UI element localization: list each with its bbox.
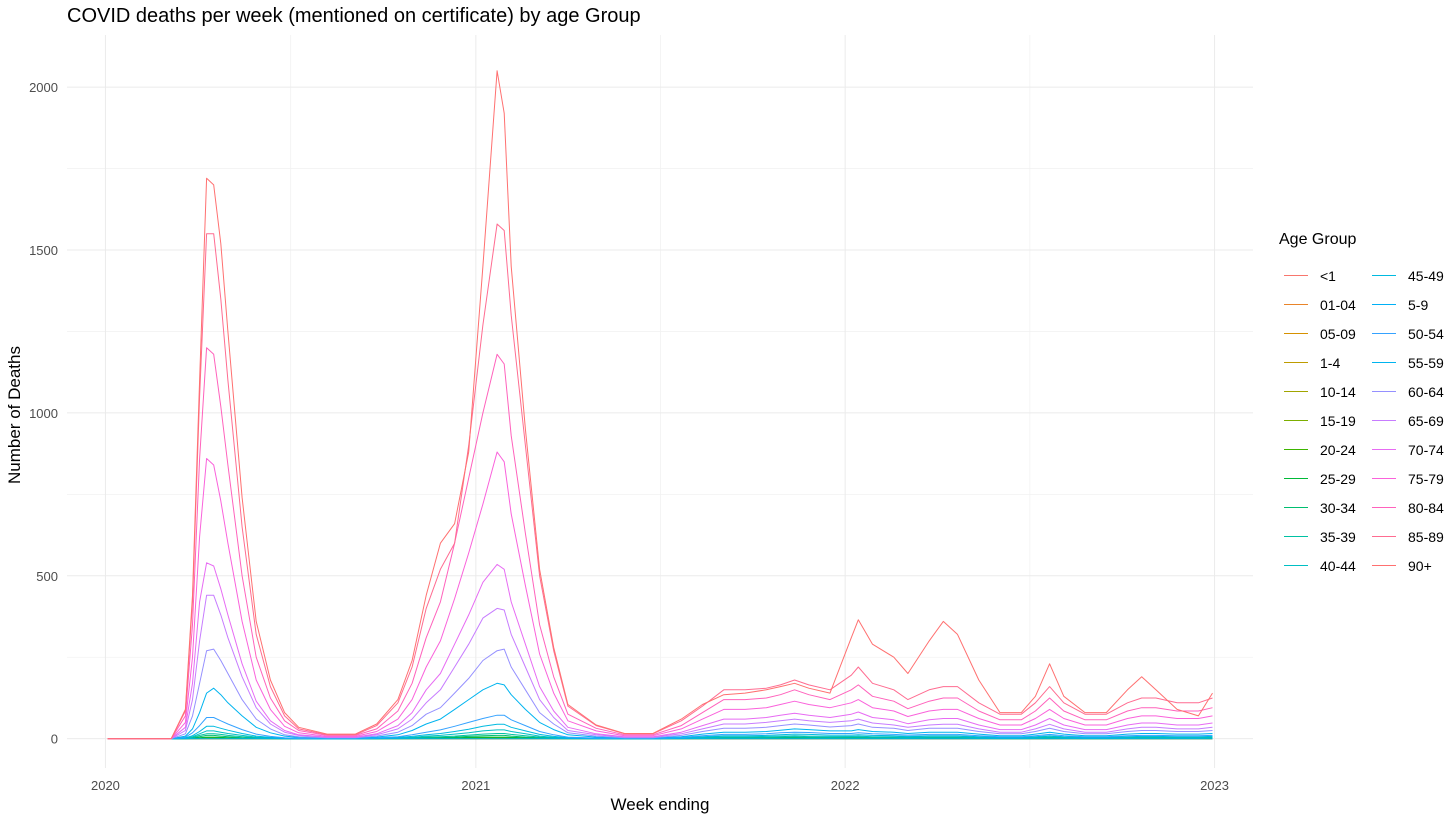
- y-axis-title: Number of Deaths: [5, 346, 24, 484]
- y-tick-label: 0: [51, 732, 58, 747]
- legend-label: 90+: [1408, 557, 1432, 574]
- legend-label: 20-24: [1320, 441, 1356, 458]
- legend-label: 10-14: [1320, 383, 1356, 400]
- legend-key: [1284, 420, 1308, 421]
- legend-label: 55-59: [1408, 354, 1444, 371]
- legend-label: 45-49: [1408, 267, 1444, 284]
- legend-key: [1284, 333, 1308, 334]
- series-line-65-69: [107, 594, 1213, 740]
- legend-item: 30-34: [1279, 493, 1367, 522]
- legend-item: 05-09: [1279, 319, 1367, 348]
- legend-item: 01-04: [1279, 290, 1367, 319]
- x-tick-label: 2020: [91, 778, 120, 793]
- legend-label: 25-29: [1320, 470, 1356, 487]
- x-tick-label: 2022: [831, 778, 860, 793]
- series-line-90+: [107, 70, 1213, 740]
- legend-key: [1284, 275, 1308, 276]
- legend: Age Group <1 01-04 05-09 1-4 10-14 15-19 20-24…: [1279, 231, 1447, 580]
- legend-item: 25-29: [1279, 464, 1367, 493]
- legend-key: [1372, 565, 1396, 566]
- legend-item: 85-89: [1367, 522, 1447, 551]
- legend-key: [1284, 304, 1308, 305]
- legend-key: [1284, 449, 1308, 450]
- legend-label: 01-04: [1320, 296, 1356, 313]
- series-line-60-64: [107, 648, 1213, 740]
- legend-item: 15-19: [1279, 406, 1367, 435]
- legend-key: [1372, 536, 1396, 537]
- legend-key: [1284, 507, 1308, 508]
- legend-key: [1372, 391, 1396, 392]
- legend-item: <1: [1279, 261, 1367, 290]
- legend-key: [1284, 362, 1308, 363]
- x-tick-label: 2023: [1200, 778, 1229, 793]
- legend-item: 65-69: [1367, 406, 1447, 435]
- legend-label: 5-9: [1408, 296, 1429, 313]
- legend-label: 30-34: [1320, 499, 1356, 516]
- legend-item: 10-14: [1279, 377, 1367, 406]
- legend-key: [1372, 333, 1396, 334]
- legend-key: [1372, 507, 1396, 508]
- legend-label: 05-09: [1320, 325, 1356, 342]
- legend-key: [1372, 420, 1396, 421]
- x-axis-title: Week ending: [610, 795, 710, 814]
- legend-key: [1284, 565, 1308, 566]
- legend-item: 70-74: [1367, 435, 1447, 464]
- legend-item: 50-54: [1367, 319, 1447, 348]
- series-lines: [107, 70, 1213, 740]
- legend-items: <1 01-04 05-09 1-4 10-14 15-19 20-24 25-29 30-34…: [1279, 261, 1447, 580]
- legend-label: 50-54: [1408, 325, 1444, 342]
- legend-label: 35-39: [1320, 528, 1356, 545]
- legend-item: 75-79: [1367, 464, 1447, 493]
- legend-label: 15-19: [1320, 412, 1356, 429]
- plot-area: 0 500 1000 1500 2000 2020 2021 2022 2023: [29, 35, 1253, 793]
- legend-title: Age Group: [1279, 231, 1357, 248]
- legend-key: [1284, 391, 1308, 392]
- legend-item: 1-4: [1279, 348, 1367, 377]
- grid-lines: [67, 35, 1253, 768]
- legend-item: 60-64: [1367, 377, 1447, 406]
- legend-label: 65-69: [1408, 412, 1444, 429]
- legend-label: 75-79: [1408, 470, 1444, 487]
- legend-item: 20-24: [1279, 435, 1367, 464]
- legend-key: [1284, 536, 1308, 537]
- legend-item: 55-59: [1367, 348, 1447, 377]
- legend-item: 80-84: [1367, 493, 1447, 522]
- legend-item: 40-44: [1279, 551, 1367, 580]
- legend-label: 1-4: [1320, 354, 1341, 371]
- series-line-85-89: [107, 223, 1213, 740]
- legend-label: 40-44: [1320, 557, 1356, 574]
- legend-key: [1284, 478, 1308, 479]
- series-line-75-79: [107, 451, 1213, 740]
- chart-title: COVID deaths per week (mentioned on cert…: [67, 5, 641, 27]
- legend-key: [1372, 304, 1396, 305]
- legend-key: [1372, 478, 1396, 479]
- legend-label: 70-74: [1408, 441, 1444, 458]
- y-tick-label: 2000: [29, 80, 58, 95]
- legend-item: 5-9: [1367, 290, 1447, 319]
- x-tick-label: 2021: [461, 778, 490, 793]
- legend-item: 35-39: [1279, 522, 1367, 551]
- tick-labels: 0 500 1000 1500 2000 2020 2021 2022 2023: [29, 80, 1229, 793]
- legend-key: [1372, 275, 1396, 276]
- legend-label: 60-64: [1408, 383, 1444, 400]
- series-line-80-84: [107, 347, 1213, 740]
- legend-label: 80-84: [1408, 499, 1444, 516]
- legend-key: [1372, 362, 1396, 363]
- legend-label: 85-89: [1408, 528, 1444, 545]
- legend-key: [1372, 449, 1396, 450]
- legend-item: 90+: [1367, 551, 1447, 580]
- series-line-70-74: [107, 562, 1213, 740]
- legend-item: 45-49: [1367, 261, 1447, 290]
- legend-label: <1: [1320, 267, 1336, 284]
- y-tick-label: 1000: [29, 406, 58, 421]
- y-tick-label: 500: [36, 569, 58, 584]
- y-tick-label: 1500: [29, 243, 58, 258]
